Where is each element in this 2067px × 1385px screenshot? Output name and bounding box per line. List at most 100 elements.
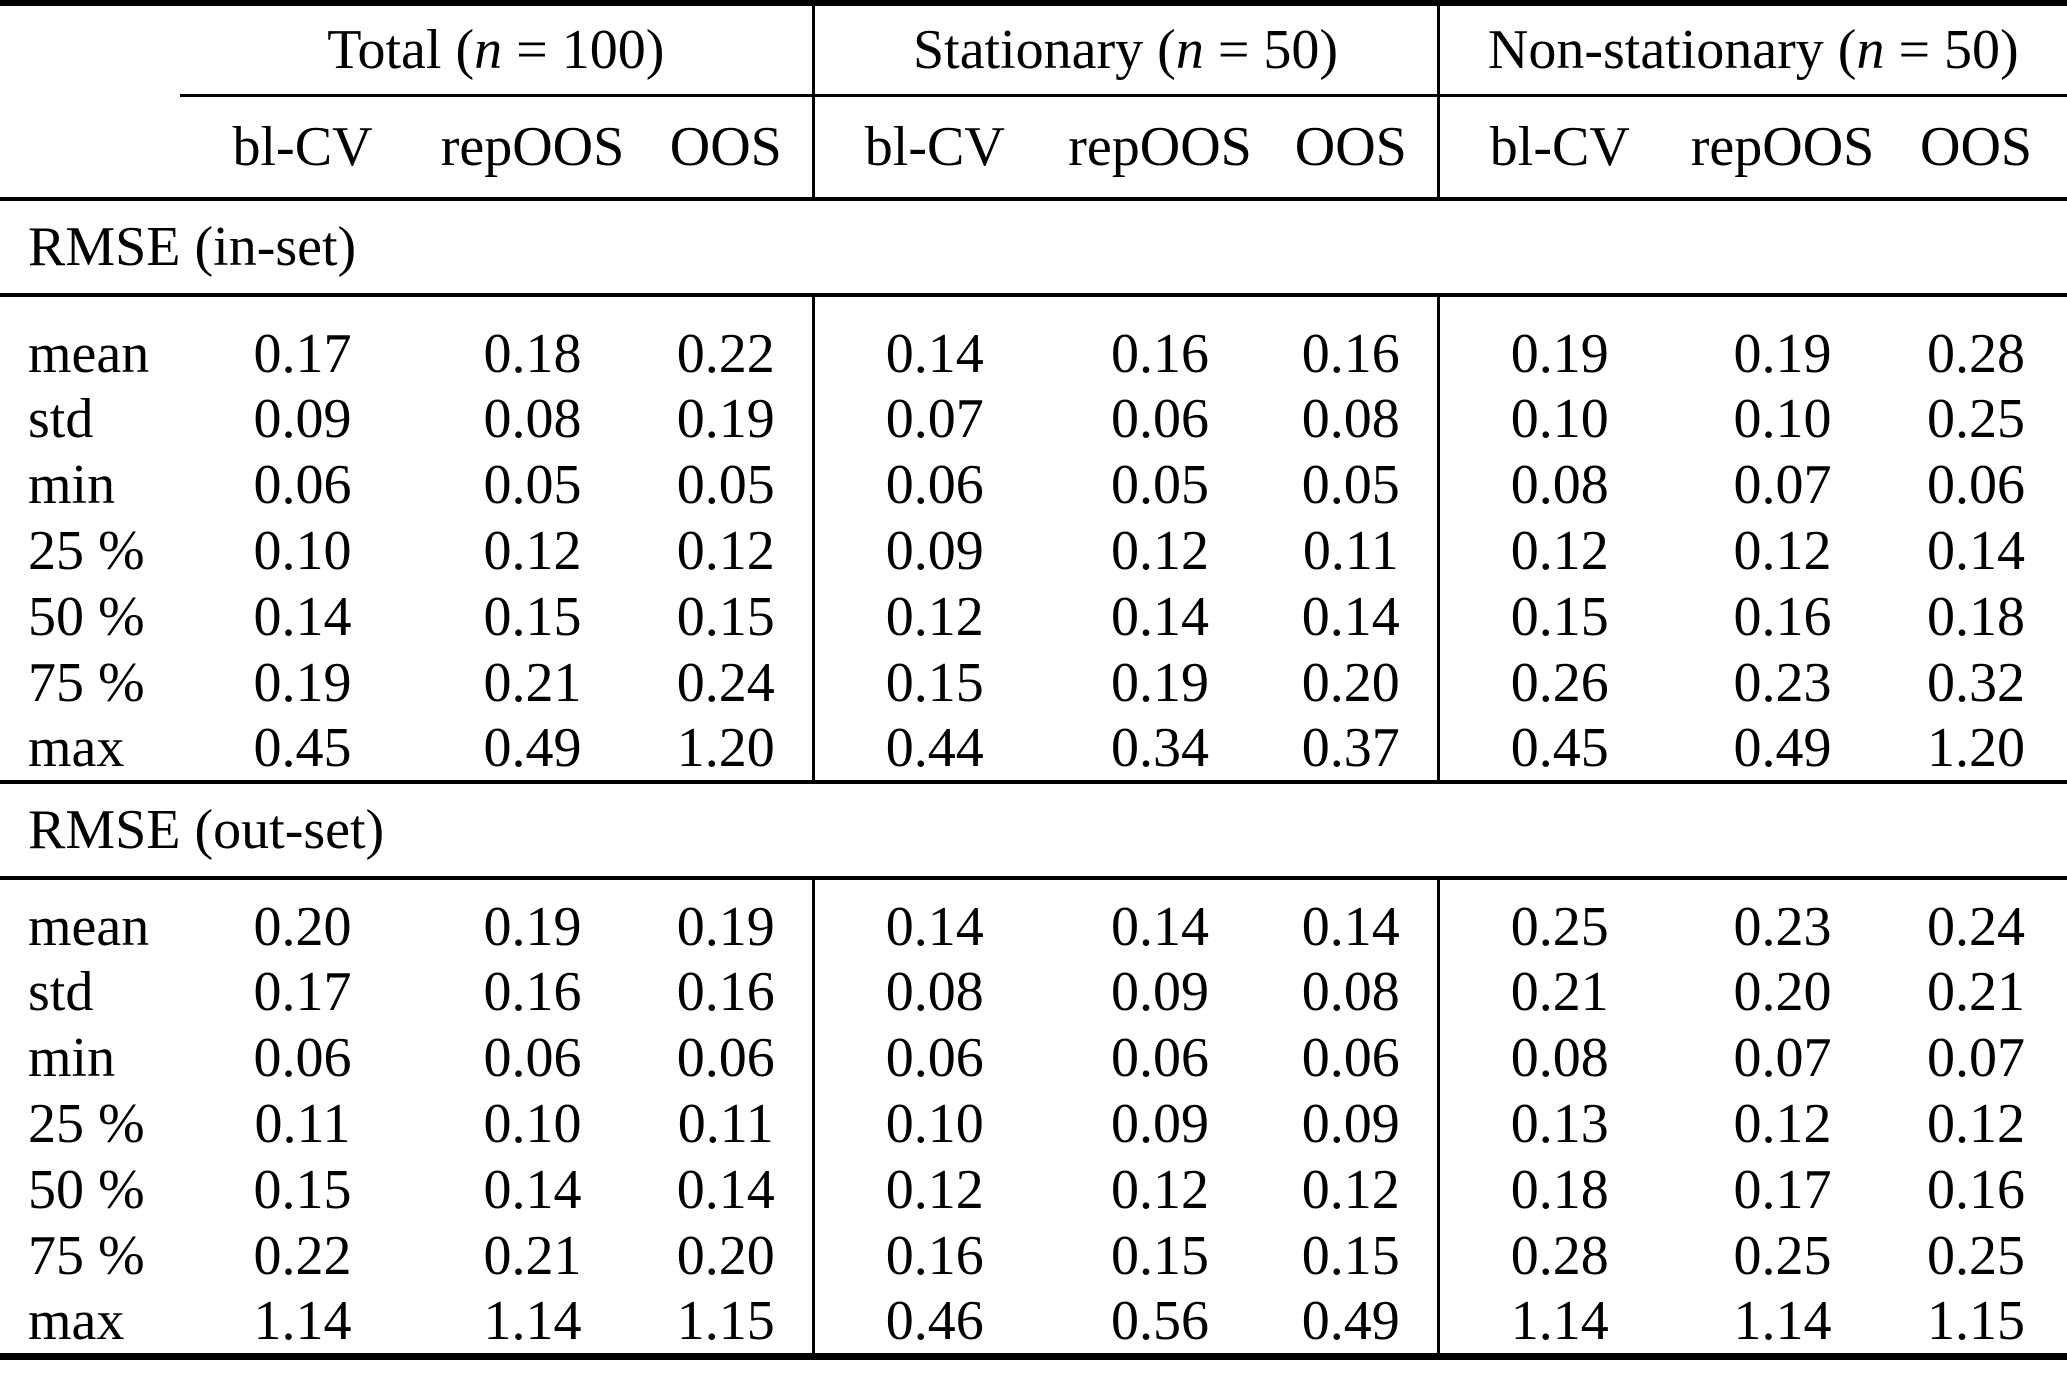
cell: 0.05 <box>676 454 775 516</box>
cell: 0.09 <box>811 518 1056 584</box>
cell: 0.14 <box>811 295 1056 386</box>
cell: 1.14 <box>483 1290 582 1352</box>
cell: 0.06 <box>811 452 1056 518</box>
cell: 0.16 <box>811 1223 1056 1289</box>
cell: 0.13 <box>1436 1091 1681 1157</box>
method-header-row: bl-CV repOOS OOS bl-CV repOOS OOS bl-CV … <box>0 95 2067 201</box>
row-label: min <box>28 1027 116 1089</box>
rmse-out-set-body: mean 0.20 0.19 0.19 0.14 0.14 0.14 0.25 … <box>0 878 2067 1357</box>
cell: 0.17 <box>1733 1159 1832 1221</box>
row-label: max <box>0 716 180 784</box>
cell: 0.20 <box>676 1225 775 1287</box>
cell: 0.06 <box>253 454 352 516</box>
cell: 0.19 <box>676 896 775 958</box>
cell: 0.16 <box>1111 323 1210 385</box>
cell: 0.20 <box>1301 652 1400 714</box>
row-label: std <box>28 961 94 1023</box>
cell: 1.20 <box>1885 716 2067 784</box>
rmse-in-set-body: mean 0.17 0.18 0.22 0.14 0.16 0.16 0.19 … <box>0 295 2067 784</box>
cell: 0.10 <box>483 1093 582 1155</box>
cell: 0.07 <box>1733 454 1832 516</box>
table-row-p75: 75 % 0.22 0.21 0.20 0.16 0.15 0.15 0.28 … <box>0 1223 2067 1289</box>
cell: 0.12 <box>1733 1093 1832 1155</box>
cell: 0.08 <box>1301 388 1400 450</box>
cell: 0.06 <box>1927 454 2026 516</box>
row-label: std <box>28 388 94 450</box>
group-stationary-pre: Stationary ( <box>913 18 1176 81</box>
row-label: 50 % <box>28 586 145 648</box>
group-header-row: Total (n = 100) Stationary (n = 50) Non-… <box>0 3 2067 97</box>
cell: 0.10 <box>253 520 352 582</box>
cell: 0.15 <box>811 650 1056 716</box>
cell: 0.14 <box>1927 520 2026 582</box>
cell: 0.19 <box>676 388 775 450</box>
cell: 0.06 <box>1111 388 1210 450</box>
table-row-std: std 0.09 0.08 0.19 0.07 0.06 0.08 0.10 0… <box>0 386 2067 452</box>
cell: 0.06 <box>483 1027 582 1089</box>
cell: 0.49 <box>425 716 640 784</box>
table-row-max: max 0.45 0.49 1.20 0.44 0.34 0.37 0.45 0… <box>0 716 2067 784</box>
cell: 0.14 <box>676 1159 775 1221</box>
cell: 0.34 <box>1055 716 1266 784</box>
cell: 0.22 <box>253 1225 352 1287</box>
cell: 0.15 <box>676 586 775 648</box>
col-header-repoos-total: repOOS <box>425 95 640 201</box>
cell: 0.06 <box>811 1025 1056 1091</box>
cell: 0.14 <box>811 878 1056 959</box>
col-header-blcv-stationary: bl-CV <box>811 95 1056 201</box>
cell: 0.44 <box>811 716 1056 784</box>
cell: 0.18 <box>1927 586 2026 648</box>
row-label: max <box>28 1290 125 1352</box>
cell: 0.26 <box>1436 650 1681 716</box>
cell: 0.23 <box>1733 652 1832 714</box>
table-row-p50: 50 % 0.14 0.15 0.15 0.12 0.14 0.14 0.15 … <box>0 584 2067 650</box>
cell: 0.12 <box>676 520 775 582</box>
cell: 0.25 <box>1927 1225 2026 1287</box>
group-header-nonstationary: Non-stationary (n = 50) <box>1436 3 2067 97</box>
group-total-nvar: n <box>474 18 503 81</box>
group-stationary-nvar: n <box>1175 18 1204 81</box>
cell: 0.11 <box>254 1093 351 1155</box>
cell: 0.15 <box>1301 1225 1400 1287</box>
col-header-repoos-nonstationary: repOOS <box>1680 95 1886 201</box>
cell: 0.08 <box>1436 1025 1681 1091</box>
group-header-total: Total (n = 100) <box>180 3 814 97</box>
cell: 0.19 <box>253 652 352 714</box>
cell: 0.14 <box>483 1159 582 1221</box>
table-row-min: min 0.06 0.06 0.06 0.06 0.06 0.06 0.08 0… <box>0 1025 2067 1091</box>
cell: 1.15 <box>1927 1290 2026 1352</box>
cell: 0.21 <box>1436 959 1681 1025</box>
cell: 0.11 <box>1302 520 1399 582</box>
cell: 0.46 <box>811 1289 1056 1357</box>
cell: 0.21 <box>483 652 582 714</box>
col-header-blcv-nonstationary: bl-CV <box>1436 95 1681 201</box>
table-row-std: std 0.17 0.16 0.16 0.08 0.09 0.08 0.21 0… <box>0 959 2067 1025</box>
cell: 0.08 <box>1436 452 1681 518</box>
row-label: 25 % <box>28 1093 145 1155</box>
cell: 0.12 <box>1927 1093 2026 1155</box>
row-label: 25 % <box>28 520 145 582</box>
cell: 0.16 <box>483 961 582 1023</box>
cell: 0.08 <box>1301 961 1400 1023</box>
cell: 0.49 <box>1680 716 1886 784</box>
cell: 0.07 <box>1927 1027 2026 1089</box>
group-nonstationary-post: = 50) <box>1884 18 2019 81</box>
cell: 0.16 <box>1733 586 1832 648</box>
stub-header-cell <box>0 3 180 95</box>
table-row-p50: 50 % 0.15 0.14 0.14 0.12 0.12 0.12 0.18 … <box>0 1157 2067 1223</box>
cell: 0.08 <box>811 959 1056 1025</box>
cell: 0.12 <box>811 584 1056 650</box>
cell: 0.14 <box>253 586 352 648</box>
cell: 0.15 <box>253 1159 352 1221</box>
table-row-p25: 25 % 0.11 0.10 0.11 0.10 0.09 0.09 0.13 … <box>0 1091 2067 1157</box>
group-stationary-post: = 50) <box>1203 18 1339 81</box>
col-header-oos-stationary: OOS <box>1265 95 1439 201</box>
cell: 0.45 <box>1436 716 1681 784</box>
group-total-post: = 100) <box>502 18 665 81</box>
cell: 0.45 <box>180 716 425 784</box>
cell: 0.14 <box>1301 896 1400 958</box>
col-header-oos-nonstationary: OOS <box>1885 95 2067 201</box>
group-nonstationary-pre: Non-stationary ( <box>1487 18 1857 81</box>
cell: 1.14 <box>1436 1289 1681 1357</box>
cell: 1.14 <box>253 1290 352 1352</box>
